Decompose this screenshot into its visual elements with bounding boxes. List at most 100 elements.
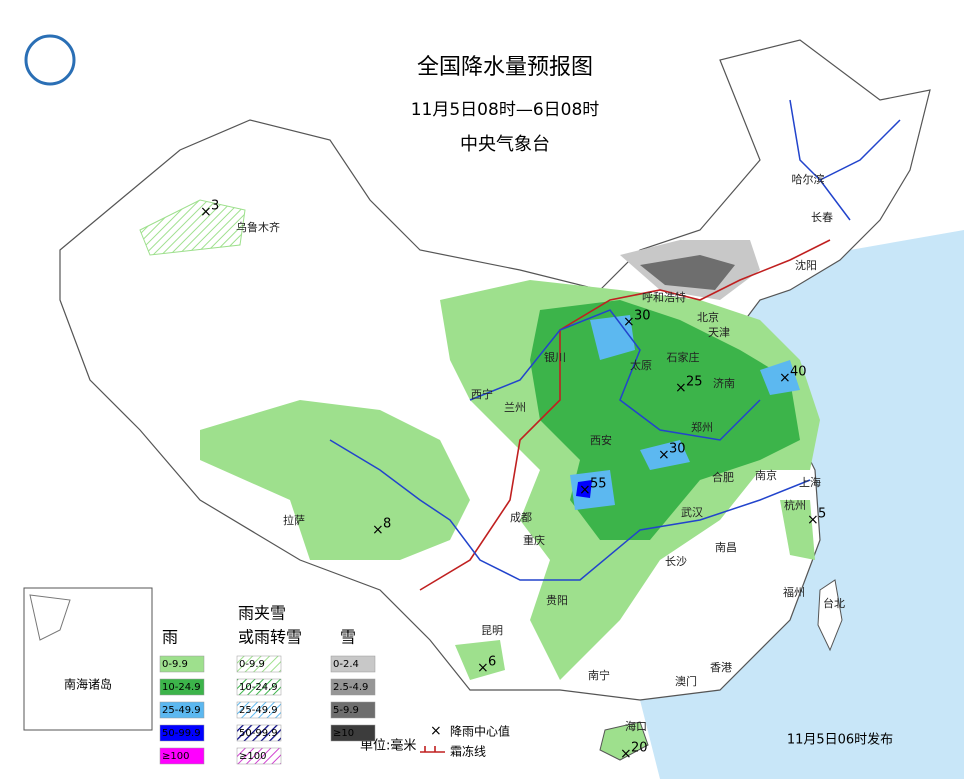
precip-area bbox=[139, 199, 246, 256]
precip-area bbox=[570, 470, 615, 510]
city-label: 石家庄 bbox=[667, 350, 700, 364]
center-value: 5 bbox=[818, 507, 826, 522]
city-label: 上海 bbox=[799, 475, 821, 489]
center-value: 20 bbox=[631, 741, 648, 756]
legend-swatch bbox=[236, 701, 282, 719]
subtitle: 11月5日08时—6日08时 bbox=[411, 100, 600, 120]
center-marker: × bbox=[200, 204, 212, 220]
center-value: 6 bbox=[488, 655, 496, 670]
city-label: 西宁 bbox=[471, 387, 493, 401]
center-value: 30 bbox=[634, 309, 651, 324]
legend-swatch bbox=[159, 701, 205, 719]
legend-swatch bbox=[236, 724, 282, 742]
legend-label: 0-9.9 bbox=[162, 659, 188, 670]
legend-swatch bbox=[330, 701, 376, 719]
center-marker: × bbox=[658, 447, 670, 463]
city-label: 合肥 bbox=[712, 470, 734, 484]
legend-label: 50-99.9 bbox=[239, 728, 278, 739]
legend-label: 50-99.9 bbox=[162, 728, 201, 739]
taiwan bbox=[817, 579, 843, 652]
city-label: 济南 bbox=[713, 376, 735, 390]
center-value: 8 bbox=[383, 517, 391, 532]
legend-swatch bbox=[330, 724, 376, 742]
center-value: 25 bbox=[686, 375, 703, 390]
city-label: 西安 bbox=[590, 433, 612, 447]
center-marker: × bbox=[579, 482, 591, 498]
legend-label: 5-9.9 bbox=[333, 705, 359, 716]
legend-symbol bbox=[420, 746, 445, 753]
city-label: 武汉 bbox=[681, 506, 703, 519]
legend-title: 雪 bbox=[340, 628, 356, 647]
city-label: 天津 bbox=[708, 326, 730, 339]
legend-swatch bbox=[159, 724, 205, 742]
center-marker: × bbox=[675, 380, 687, 396]
inset-land bbox=[29, 594, 71, 641]
legend-swatch bbox=[236, 678, 282, 696]
city-label: 北京 bbox=[697, 310, 719, 324]
legend-title: 雨夹雪 bbox=[238, 604, 286, 623]
center-marker: × bbox=[477, 660, 489, 676]
city-label: 杭州 bbox=[784, 498, 806, 512]
precip-area bbox=[576, 480, 592, 498]
legend-swatch bbox=[159, 678, 205, 696]
center-marker: × bbox=[623, 314, 635, 330]
city-label: 成都 bbox=[510, 511, 532, 524]
issuer: 中央气象台 bbox=[460, 134, 550, 155]
city-label: 长沙 bbox=[665, 555, 687, 568]
city-label: 香港 bbox=[710, 661, 732, 674]
river bbox=[329, 439, 811, 581]
legend-swatch bbox=[330, 655, 376, 673]
logo bbox=[24, 34, 76, 86]
center-value: 40 bbox=[790, 365, 807, 380]
city-label: 乌鲁木齐 bbox=[236, 220, 280, 234]
legend-swatch bbox=[330, 678, 376, 696]
legend-label: 0-9.9 bbox=[239, 659, 265, 670]
city-label: 南昌 bbox=[715, 541, 737, 554]
city-label: 银川 bbox=[544, 350, 566, 364]
legend-title: 或雨转雪 bbox=[238, 628, 302, 647]
legend-label: 0-2.4 bbox=[333, 659, 359, 670]
center-value: 3 bbox=[211, 199, 219, 214]
issue-time: 11月5日06时发布 bbox=[787, 732, 893, 748]
frost-line bbox=[419, 239, 831, 591]
city-label: 海口 bbox=[625, 719, 647, 733]
center-marker: × bbox=[807, 512, 819, 528]
legend-label: 10-24.9 bbox=[162, 682, 201, 693]
city-label: 兰州 bbox=[504, 401, 526, 414]
city-label: 郑州 bbox=[691, 420, 713, 434]
city-label: 哈尔滨 bbox=[792, 172, 825, 186]
city-label: 沈阳 bbox=[795, 258, 817, 272]
river bbox=[789, 99, 901, 221]
precip-area bbox=[200, 400, 470, 560]
center-value: 55 bbox=[590, 477, 607, 492]
legend-title: 雨 bbox=[162, 628, 178, 647]
precip-area bbox=[760, 360, 800, 395]
legend-label: 25-49.9 bbox=[239, 705, 278, 716]
legend-note: 霜冻线 bbox=[450, 744, 486, 759]
city-label: 贵阳 bbox=[546, 594, 568, 607]
legend-symbol: × bbox=[430, 723, 442, 739]
city-label: 太原 bbox=[630, 359, 652, 372]
center-marker: × bbox=[620, 746, 632, 762]
legend-label: ≥10 bbox=[333, 728, 354, 739]
center-value: 30 bbox=[669, 442, 686, 457]
snow-area bbox=[640, 255, 735, 290]
precip-area bbox=[640, 440, 690, 470]
legend-swatch bbox=[159, 655, 205, 673]
legend-label: 2.5-4.9 bbox=[333, 682, 368, 693]
legend-unit: 单位:毫米 bbox=[360, 738, 416, 754]
legend-swatch bbox=[236, 747, 282, 765]
legend-label: ≥100 bbox=[239, 751, 266, 762]
sea bbox=[640, 230, 964, 779]
legend-swatch bbox=[236, 655, 282, 673]
center-marker: × bbox=[779, 370, 791, 386]
inset-label: 南海诸岛 bbox=[64, 677, 112, 692]
river bbox=[469, 309, 761, 441]
city-label: 南京 bbox=[755, 468, 777, 482]
city-label: 拉萨 bbox=[283, 513, 305, 527]
legend-label: 10-24.9 bbox=[239, 682, 278, 693]
legend-note: 降雨中心值 bbox=[450, 724, 510, 739]
city-label: 福州 bbox=[783, 585, 805, 599]
hainan bbox=[599, 721, 649, 761]
